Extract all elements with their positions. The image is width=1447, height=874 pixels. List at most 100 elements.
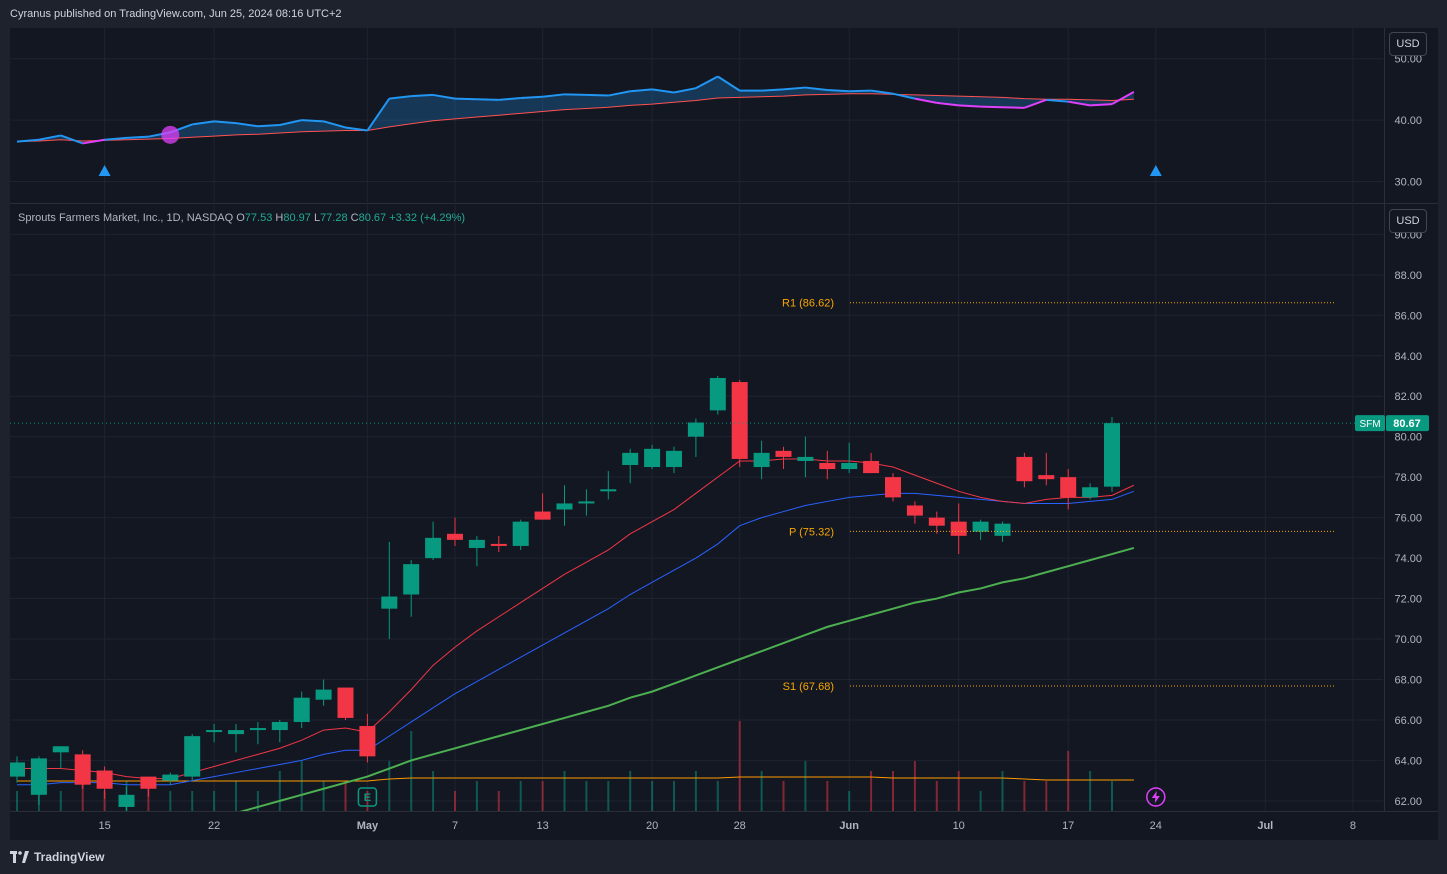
- candle-body[interactable]: [359, 726, 376, 757]
- candle-body[interactable]: [447, 533, 463, 540]
- osc-cross-marker[interactable]: [161, 125, 180, 144]
- candle-body[interactable]: [687, 422, 704, 437]
- candle-body[interactable]: [600, 489, 617, 492]
- candle-body[interactable]: [644, 448, 661, 468]
- osc-fast-segment: [235, 122, 259, 128]
- osc-fast-segment: [1002, 106, 1025, 109]
- chart-canvas[interactable]: 15 22 May 7 13 20 28 Jun 10 17 24 Jul 890.0088.0086.…: [10, 28, 1438, 840]
- candle-body[interactable]: [337, 687, 354, 718]
- osc-fast-segment: [16, 138, 39, 143]
- osc-fast-segment: [958, 104, 981, 108]
- last-price-tag: [1386, 415, 1429, 432]
- publisher-info: Cyranus published on TradingView.com, Ju…: [10, 8, 342, 20]
- legend-open-value: 77.53: [244, 212, 273, 224]
- candle-body[interactable]: [928, 517, 945, 526]
- candle-body[interactable]: [775, 450, 792, 457]
- candle-body[interactable]: [797, 456, 814, 461]
- candle-body[interactable]: [184, 736, 201, 777]
- osc-fast-segment: [870, 89, 894, 95]
- volume-bar: [826, 781, 829, 811]
- candle-body[interactable]: [293, 697, 310, 722]
- candle-body[interactable]: [52, 746, 69, 753]
- candle-body[interactable]: [578, 501, 595, 504]
- currency-button-top[interactable]: USD: [1389, 32, 1427, 56]
- candle-body[interactable]: [162, 774, 179, 781]
- candle-body[interactable]: [512, 521, 529, 546]
- price-axis-label: 68.00: [1394, 674, 1422, 686]
- lightning-icon[interactable]: [1146, 787, 1166, 807]
- tradingview-logo-text: TradingView: [34, 850, 105, 864]
- tradingview-logo[interactable]: TradingView: [10, 850, 104, 864]
- candle-body[interactable]: [1082, 487, 1099, 498]
- volume-bar: [651, 781, 654, 811]
- candle-body[interactable]: [731, 382, 748, 459]
- volume-bar: [1045, 781, 1048, 811]
- candle-body[interactable]: [841, 462, 858, 470]
- earnings-icon-letter: E: [364, 792, 371, 804]
- osc-fast-segment: [214, 120, 237, 125]
- candle-body[interactable]: [206, 730, 223, 733]
- candle-body[interactable]: [666, 450, 682, 468]
- volume-bar: [454, 791, 456, 811]
- candle-body[interactable]: [863, 460, 880, 474]
- price-axis-label: 66.00: [1394, 715, 1422, 727]
- volume-bar: [694, 771, 697, 811]
- candle-body[interactable]: [10, 762, 25, 777]
- candle-body[interactable]: [906, 505, 923, 516]
- osc-fast-segment: [1090, 103, 1113, 107]
- footer: TradingView: [0, 840, 1447, 874]
- osc-fast-segment: [389, 95, 412, 100]
- candle-body[interactable]: [622, 452, 639, 466]
- candle-body[interactable]: [228, 730, 244, 735]
- candle-body[interactable]: [1060, 477, 1077, 498]
- candle-body[interactable]: [425, 537, 442, 559]
- currency-button-main[interactable]: USD: [1389, 209, 1427, 233]
- buy-signal-arrow-icon[interactable]: [1149, 165, 1162, 176]
- candle-body[interactable]: [30, 758, 47, 795]
- chart-area[interactable]: 15 22 May 7 13 20 28 Jun 10 17 24 Jul 8 90.00 88.00 86.…: [10, 28, 1438, 840]
- volume-bar: [1067, 751, 1070, 811]
- candle-body[interactable]: [972, 521, 989, 532]
- symbol-legend: Sprouts Farmers Market, Inc., 1D, NASDAQ…: [18, 212, 465, 224]
- volume-bar: [541, 781, 544, 811]
- volume-bar: [81, 771, 84, 811]
- symbol-tag-text: SFM: [1359, 419, 1380, 430]
- candle-body[interactable]: [140, 776, 157, 789]
- candle-body[interactable]: [271, 721, 288, 731]
- osc-fast-segment: [673, 87, 697, 94]
- time-axis-label: 17: [1062, 820, 1074, 832]
- candle-body[interactable]: [1104, 423, 1120, 487]
- candle-body[interactable]: [534, 511, 551, 520]
- osc-fast-segment: [936, 101, 959, 107]
- volume-bar: [848, 791, 851, 811]
- candle-body[interactable]: [74, 754, 91, 785]
- candle-body[interactable]: [249, 728, 266, 731]
- candle-body[interactable]: [315, 689, 332, 700]
- osc-fast-segment: [192, 120, 215, 126]
- candle-body[interactable]: [819, 462, 836, 470]
- candle-body[interactable]: [1038, 475, 1055, 480]
- volume-bar: [870, 771, 873, 811]
- candle-body[interactable]: [1016, 456, 1033, 482]
- legend-change: +3.32 (+4.29%): [389, 212, 466, 224]
- buy-signal-arrow-icon[interactable]: [98, 165, 111, 176]
- candle-body[interactable]: [490, 543, 507, 546]
- candle-body[interactable]: [709, 378, 726, 411]
- candle-body[interactable]: [96, 770, 113, 789]
- lightning-bolt: [1151, 791, 1160, 803]
- candle-body[interactable]: [885, 477, 901, 498]
- candle-body[interactable]: [468, 539, 485, 548]
- volume-bar: [191, 791, 194, 811]
- osc-fast-segment: [805, 86, 828, 92]
- candle-body[interactable]: [118, 794, 135, 807]
- candle-body[interactable]: [556, 503, 573, 510]
- osc-fast-segment: [476, 98, 499, 101]
- candle-body[interactable]: [994, 523, 1011, 536]
- candle-body[interactable]: [950, 521, 967, 536]
- candle-body[interactable]: [753, 452, 770, 468]
- candle-body[interactable]: [403, 564, 420, 595]
- candle-body[interactable]: [381, 596, 398, 609]
- earnings-icon[interactable]: [357, 787, 378, 807]
- osc-fast-segment: [980, 105, 1003, 109]
- volume-bar: [519, 781, 522, 811]
